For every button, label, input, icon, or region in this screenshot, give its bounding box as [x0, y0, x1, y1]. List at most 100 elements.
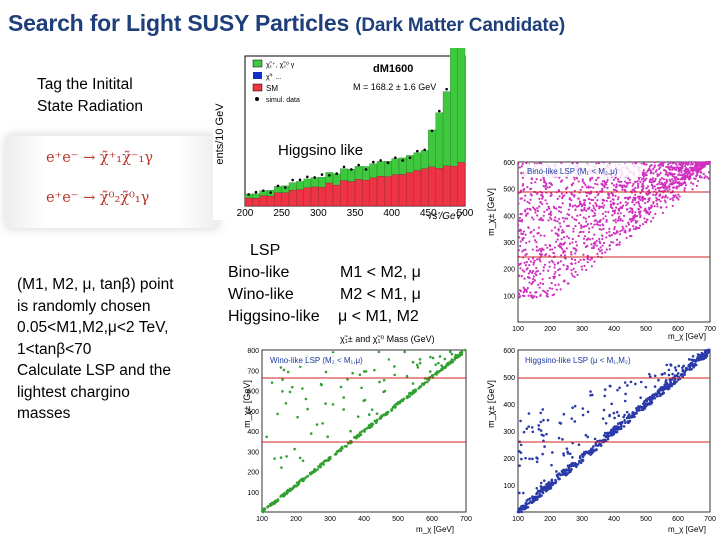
scatter-point [621, 229, 624, 232]
scatter-point [542, 486, 545, 489]
scatter-point [319, 465, 323, 468]
scatter-point [542, 439, 545, 443]
scatter-point [700, 171, 703, 174]
scatter-point [632, 224, 635, 228]
scatter-point [690, 361, 694, 365]
scan-description: (M1, M2, μ, tanβ) point is randomly chos… [17, 274, 174, 425]
scatter-point [661, 195, 665, 198]
scatter-point [521, 232, 525, 236]
scatter-point [546, 289, 549, 292]
scatter-point [542, 178, 545, 181]
data-point [291, 178, 294, 182]
sm-bar [406, 172, 414, 207]
signal-bar [420, 150, 429, 169]
scatter-point [597, 248, 600, 251]
scatter-point [563, 250, 567, 253]
scatter-point [522, 249, 525, 252]
sm-bar [398, 174, 407, 207]
scatter-point [547, 219, 550, 222]
scatter-point [631, 209, 634, 213]
scatter-point [518, 166, 521, 169]
sm-bar [369, 177, 378, 207]
scatter-point [522, 236, 525, 240]
scatter-point [635, 407, 638, 410]
scatter-point [550, 218, 553, 221]
mass-axis-caption: χ̃₁± and χ̃₁⁰ Mass (GeV) [340, 334, 435, 344]
scatter-point [532, 499, 536, 503]
scatter-point [518, 216, 522, 220]
scatter-point [642, 404, 646, 408]
scatter-point [666, 385, 669, 388]
scatter-point [519, 267, 522, 270]
scatter-point [573, 461, 577, 465]
x-tick: 500 [640, 326, 652, 333]
scan-line-5: Calculate LSP and the [17, 362, 171, 379]
scatter-point [552, 251, 555, 254]
scatter-point [671, 197, 674, 200]
data-point [416, 149, 419, 153]
scatter-point [599, 224, 602, 227]
scatter-point [549, 216, 552, 219]
scatter-point [436, 371, 440, 374]
scatter-point [611, 192, 614, 196]
scatter-point [677, 198, 680, 201]
scatter-point [602, 161, 605, 164]
scatter-point [301, 387, 304, 390]
scatter-point [692, 365, 695, 369]
signal-bar [310, 177, 319, 188]
scatter-point [380, 414, 384, 417]
scatter-point [637, 184, 640, 187]
scatter-point [628, 196, 632, 199]
scatter-point [560, 231, 564, 234]
data-point [328, 173, 331, 177]
scatter-point [355, 436, 359, 440]
scatter-point [638, 197, 641, 200]
scatter-point [649, 169, 653, 172]
scatter-point [590, 265, 593, 268]
scatter-point [586, 254, 589, 257]
scatter-point [664, 382, 668, 386]
scatter-point [543, 210, 546, 213]
scatter-point [634, 219, 637, 222]
scatter-point [525, 241, 528, 245]
scatter-point [562, 412, 566, 416]
scatter-point [570, 269, 573, 272]
scatter-point [518, 464, 521, 467]
scatter-point [457, 355, 460, 358]
x-tick: 500 [640, 516, 652, 523]
bino-title: Bino-like LSP (M₁ < M₂,μ) [527, 167, 618, 176]
x-tick: 300 [324, 516, 336, 523]
scatter-point [617, 217, 620, 220]
scatter-point [271, 502, 274, 506]
scatter-point [650, 204, 653, 207]
scatter-point [695, 161, 699, 164]
scatter-point [636, 180, 639, 183]
scatter-point [524, 264, 528, 267]
scatter-point [612, 219, 615, 222]
scatter-point [552, 261, 555, 264]
scatter-point [625, 225, 628, 228]
scatter-point [608, 234, 611, 237]
scatter-point [645, 399, 649, 403]
wino-points [261, 348, 467, 514]
scatter-point [370, 422, 373, 425]
scatter-point [282, 368, 286, 372]
scatter-point [618, 241, 621, 244]
scatter-point [682, 174, 685, 178]
scatter-point [538, 286, 541, 289]
scatter-point [542, 418, 545, 422]
scatter-point [532, 280, 535, 283]
scatter-point [558, 477, 561, 481]
scatter-point [578, 461, 581, 464]
scatter-point [437, 361, 440, 365]
scatter-point [448, 350, 452, 354]
sm-bar [310, 186, 319, 207]
scatter-point [658, 163, 661, 166]
scatter-point [296, 415, 299, 419]
scatter-point [667, 368, 671, 372]
scatter-point [542, 488, 545, 492]
data-point [262, 189, 265, 192]
scatter-point [550, 463, 553, 467]
scatter-point [561, 438, 564, 441]
scatter-point [683, 187, 686, 190]
